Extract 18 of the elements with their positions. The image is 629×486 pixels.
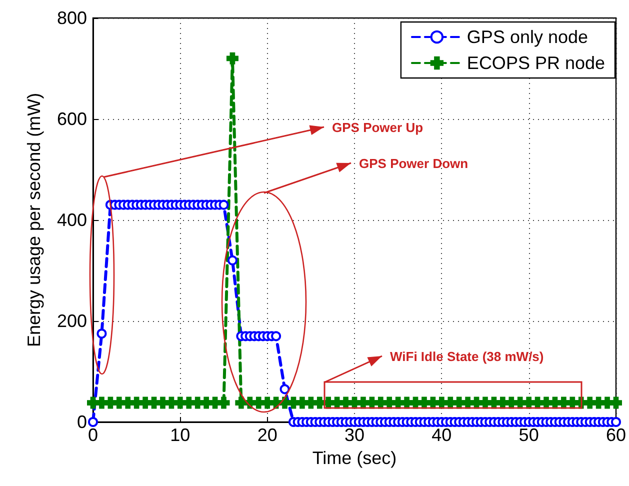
y-tick-label: 200 xyxy=(56,311,87,331)
x-tick-label: 20 xyxy=(257,425,278,445)
x-tick-label: 10 xyxy=(170,425,190,445)
legend-label: ECOPS PR node xyxy=(466,53,606,73)
annotation: GPS Power Down xyxy=(359,156,468,171)
y-tick-label: 0 xyxy=(76,412,87,432)
x-tick-label: 50 xyxy=(518,425,539,445)
y-tick-label: 800 xyxy=(56,8,87,28)
y-tick-label: 400 xyxy=(56,210,87,230)
x-tick-label: 60 xyxy=(606,425,626,445)
legend-label: GPS only node xyxy=(466,27,588,47)
x-axis-title: Time (sec) xyxy=(312,448,397,468)
x-tick-label: 30 xyxy=(344,425,365,445)
y-tick-label: 600 xyxy=(56,109,87,129)
y-axis-title: Energy usage per second (mW) xyxy=(24,92,44,348)
annotation: GPS Power Up xyxy=(332,120,424,135)
x-tick-label: 40 xyxy=(432,425,452,445)
annotation: WiFi Idle State (38 mW/s) xyxy=(390,349,544,364)
